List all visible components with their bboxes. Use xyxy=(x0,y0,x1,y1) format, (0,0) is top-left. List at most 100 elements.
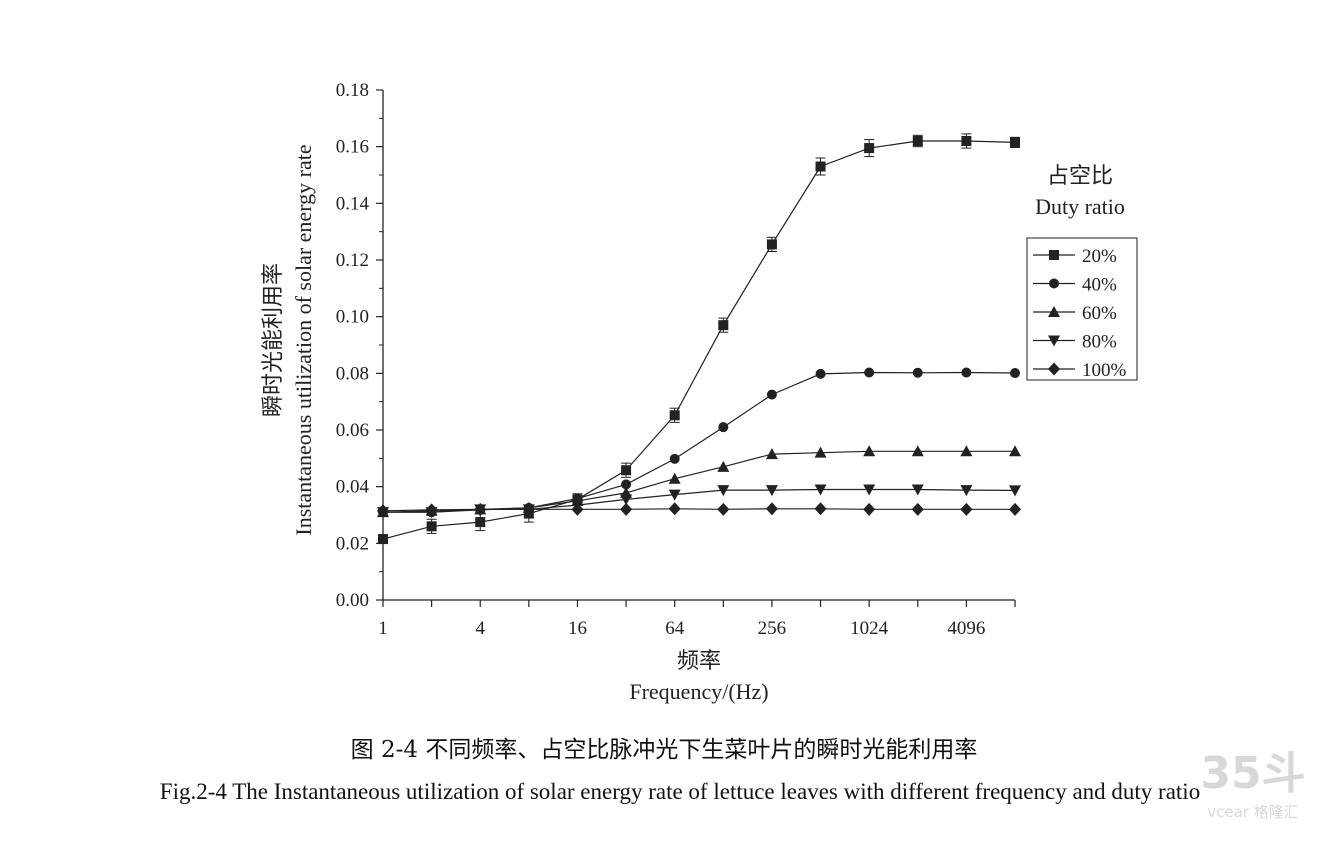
watermark-text: vcear 格隆汇 xyxy=(1207,803,1299,821)
legend-title-cn: 占空比 xyxy=(1047,163,1113,188)
data-point xyxy=(1010,137,1020,148)
data-point xyxy=(960,485,973,497)
chart: 0.00 0.02 0.04 0.06 0.08 0.10 0.12 0.14 0.16 0.18… xyxy=(260,80,1138,704)
data-point xyxy=(911,445,924,457)
series-line xyxy=(382,450,1015,513)
figure-caption-cn: 图 2-4 不同频率、占空比脉冲光下生菜叶片的瞬时光能利用率 xyxy=(350,737,978,763)
data-point xyxy=(864,367,875,378)
series-40pct xyxy=(378,367,1020,518)
legend-marker xyxy=(1049,250,1059,260)
y-tick-label: 0.16 xyxy=(336,137,369,158)
data-point xyxy=(718,422,729,433)
data-point xyxy=(863,445,876,457)
legend: 20% 40% 60% 80% 100% xyxy=(1026,237,1138,381)
data-point xyxy=(1009,502,1021,516)
data-point xyxy=(961,136,972,146)
x-tick-label: 16 xyxy=(568,618,587,639)
watermark: 35斗 vcear 格隆汇 xyxy=(1188,748,1318,852)
legend-box xyxy=(1026,237,1138,381)
data-point xyxy=(912,136,923,146)
y-tick-label: 0.04 xyxy=(336,477,370,498)
data-point xyxy=(864,143,875,154)
data-point xyxy=(717,502,730,516)
series-20pct xyxy=(378,133,1020,545)
data-point xyxy=(814,502,827,516)
data-point xyxy=(425,503,438,517)
series-60pct xyxy=(377,445,1021,518)
data-point xyxy=(911,502,924,516)
data-point xyxy=(960,445,973,457)
legend-label: 40% xyxy=(1082,275,1117,296)
data-point xyxy=(961,367,972,378)
x-axis-label: Frequency/(Hz) xyxy=(629,679,768,704)
x-tick-label: 4 xyxy=(475,618,485,639)
data-point xyxy=(766,239,777,250)
data-point xyxy=(522,502,535,516)
data-point xyxy=(911,484,924,496)
data-point xyxy=(668,489,681,501)
y-tick-label: 0.02 xyxy=(336,533,369,554)
data-point xyxy=(621,465,632,476)
series-line xyxy=(383,371,1016,513)
legend-marker xyxy=(1048,335,1060,347)
data-point xyxy=(815,161,826,172)
y-tick-label: 0.14 xyxy=(336,193,370,214)
data-point xyxy=(912,367,923,378)
data-point xyxy=(717,485,730,497)
data-point xyxy=(814,484,827,496)
data-point xyxy=(815,368,826,379)
x-tick-label: 256 xyxy=(758,618,787,639)
x-axis-label-cn: 频率 xyxy=(677,648,721,673)
watermark-logo: 35斗 xyxy=(1200,748,1306,799)
data-point xyxy=(475,517,486,528)
data-point xyxy=(668,472,681,484)
y-tick-label: 0.06 xyxy=(336,420,369,441)
figure-caption-en: Fig.2-4 The Instantaneous utilization of… xyxy=(159,779,1201,804)
data-point xyxy=(814,446,827,458)
series-line xyxy=(382,508,1015,512)
data-point xyxy=(1009,485,1021,497)
x-tick-label: 64 xyxy=(665,618,685,639)
data-point xyxy=(426,521,437,532)
data-point xyxy=(620,502,633,516)
series-100pct xyxy=(377,502,1021,518)
data-point xyxy=(863,484,876,496)
legend-marker xyxy=(1049,278,1059,289)
y-tick-label: 0.10 xyxy=(336,307,369,328)
data-point xyxy=(718,320,729,331)
data-point xyxy=(669,453,680,464)
y-tick-label: 0.00 xyxy=(336,590,369,611)
data-point xyxy=(960,502,973,516)
y-axis-label: Instantaneous utilization of solar energ… xyxy=(291,144,316,535)
series-line xyxy=(382,140,1016,540)
data-point xyxy=(620,494,633,506)
x-tick-label: 4096 xyxy=(947,618,985,639)
series-80pct xyxy=(377,484,1021,519)
legend-label: 60% xyxy=(1082,303,1117,324)
x-tick-label: 1024 xyxy=(850,618,889,639)
data-point xyxy=(766,389,777,400)
data-point xyxy=(571,502,584,516)
data-point xyxy=(378,534,388,545)
y-tick-label: 0.18 xyxy=(336,80,369,101)
data-point xyxy=(377,504,389,518)
y-axis-label-cn: 瞬时光能利用率 xyxy=(260,263,285,417)
data-point xyxy=(1010,368,1020,379)
x-tick-label: 1 xyxy=(378,618,388,639)
data-point xyxy=(765,485,778,497)
legend-marker xyxy=(1048,306,1060,317)
data-point xyxy=(765,502,778,516)
data-point xyxy=(765,448,778,460)
y-tick-label: 0.12 xyxy=(336,250,369,271)
data-point xyxy=(717,460,730,472)
data-point xyxy=(1009,445,1021,457)
axes: 0.00 0.02 0.04 0.06 0.08 0.10 0.12 0.14 0.16 0.18… xyxy=(336,80,1016,639)
data-point xyxy=(669,410,680,421)
legend-label: 80% xyxy=(1082,332,1117,353)
data-point xyxy=(668,502,681,516)
legend-title: Duty ratio xyxy=(1035,194,1125,219)
legend-label: 20% xyxy=(1082,246,1117,267)
y-tick-label: 0.08 xyxy=(336,363,369,384)
series-layer xyxy=(377,133,1021,545)
data-point xyxy=(621,479,632,490)
